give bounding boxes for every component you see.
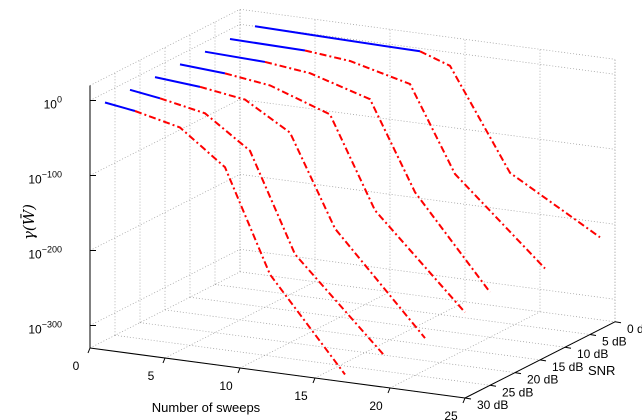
x-tick-label: 10 [219,379,233,393]
snr-tick-label: 20 dB [527,373,558,387]
z-tick-exponent: −100 [42,170,62,180]
series-line-converged [179,63,226,75]
grid-line [189,296,566,348]
grid-line [139,322,516,373]
series-line-converged [204,50,266,63]
snr-tick-mark [614,321,622,324]
grid-line [89,248,241,326]
snr-tick-label: 0 dB [627,322,642,336]
snr-tick-label: 25 dB [502,385,533,399]
grid-line [89,173,241,251]
grid-line [89,8,241,86]
snr-tick-label: 15 dB [552,360,583,374]
x-tick-mark [387,387,391,394]
grid-line [214,284,591,335]
x-tick-label: 15 [294,389,308,403]
series-line-converged [104,101,136,112]
z-tick-label: 10−100 [28,170,62,187]
grid-line [314,301,466,379]
snr-tick-mark [489,384,497,387]
x-axis [89,347,466,399]
snr-tick-mark [564,346,572,349]
z-tick-label: 10−300 [28,320,62,337]
series-line-converged [154,76,201,88]
x-tick-label: 20 [369,399,383,413]
grid-line [239,173,616,225]
x-tick-label: 25 [444,409,458,420]
x-tick-mark [237,367,241,374]
series-line-pending [264,60,491,293]
snr-axis-label: SNR [588,363,615,378]
grid-line [114,334,491,386]
series-line-pending [419,50,601,239]
grid-line [239,248,616,300]
grid-line [239,291,391,369]
snr-tick-label: 5 dB [602,335,627,349]
grid-line [164,309,541,361]
x-axis-label: Number of sweeps [152,400,261,415]
grid-line [89,23,241,101]
z-axis-label: γ(W̄) [20,204,38,240]
z-tick-label: 100 [44,95,62,112]
grid-line [239,271,616,323]
z-tick-exponent: −300 [42,320,62,330]
snr-tick-mark [464,397,472,400]
x-tick-mark [162,357,166,364]
series-line-converged [229,38,306,52]
grid-line [239,8,616,60]
x-tick-mark [87,347,91,354]
series-line-pending [134,110,346,376]
z-tick-label: 10−200 [28,245,62,262]
series-line-pending [199,85,426,339]
x-tick-mark [312,377,316,384]
snr-tick-label: 10 dB [577,347,608,361]
x-tick-mark [462,397,466,404]
grid-line [389,311,541,389]
snr-tick-mark [514,372,522,375]
x-tick-label: 0 [73,359,80,373]
x-tick-label: 5 [148,369,155,383]
z-tick-exponent: 0 [57,95,62,105]
snr-tick-mark [539,359,547,362]
snr-tick-mark [589,334,597,336]
series-line-converged [129,88,161,100]
grid-line [239,98,616,150]
series-line-pending [159,97,386,357]
series-line-converged [254,25,421,53]
snr-tick-label: 30 dB [477,398,508,412]
series-line-pending [304,49,546,270]
grid-line [89,98,241,176]
z-tick-exponent: −200 [42,245,62,255]
series-line-pending [224,72,466,314]
